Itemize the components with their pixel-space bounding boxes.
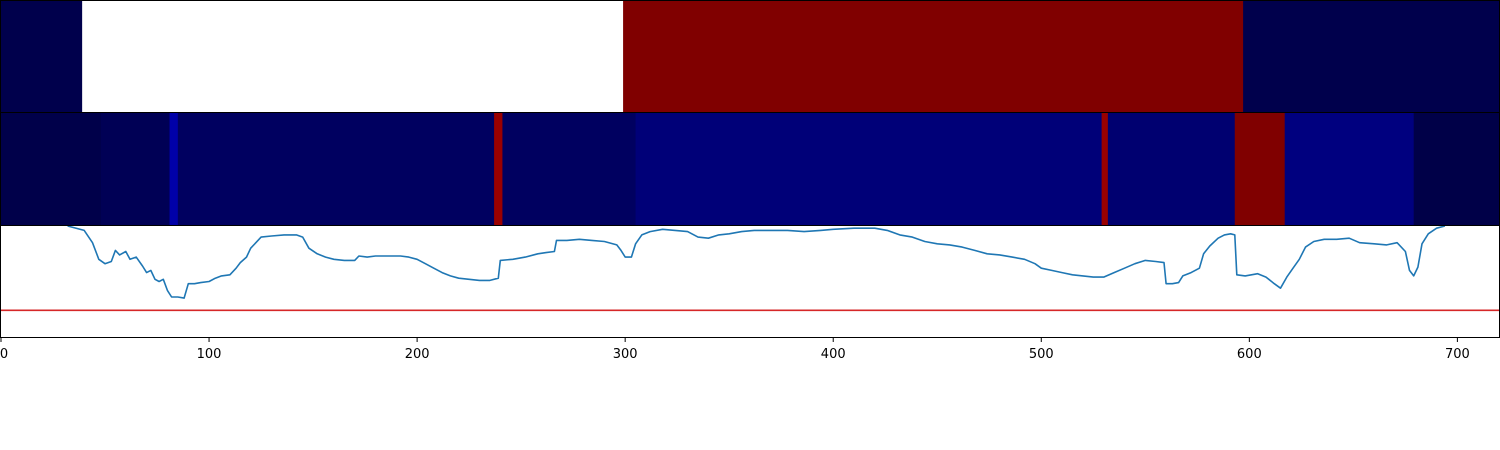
heatmap-cell-row1-3 [623, 1, 1244, 112]
line-plot-frame [0, 225, 1500, 338]
x-tick-label-600: 600 [1237, 347, 1262, 362]
x-axis: 0 100 200 300 400 500 600 700 [0, 338, 1470, 362]
heatmap-cell-row1-4 [1243, 1, 1500, 112]
heatmap-cell-row2-12 [1413, 113, 1500, 225]
heatmap-cell-row2-10 [1234, 113, 1286, 225]
heatmap-cell-row1-2 [82, 1, 624, 112]
x-tick-label-500: 500 [1029, 347, 1054, 362]
heatmap-cell-row2-2 [100, 113, 171, 225]
heatmap-row-top [1, 1, 1500, 112]
x-tick-label-0: 0 [0, 347, 8, 362]
x-tick-label-300: 300 [613, 347, 638, 362]
heatmap-cell-row2-11 [1284, 113, 1415, 225]
x-tick-label-400: 400 [821, 347, 846, 362]
x-tick-label-100: 100 [197, 347, 222, 362]
heatmap-cell-row2-6 [502, 113, 637, 225]
line-plot-panel [0, 225, 1500, 338]
heatmap-cell-row1-1 [1, 1, 83, 112]
x-tick-label-200: 200 [405, 347, 430, 362]
heatmap-row-middle [1, 113, 1500, 225]
heatmap-cell-row2-3 [169, 113, 179, 225]
line-series [67, 226, 1446, 299]
heatmap-cell-row2-1 [1, 113, 102, 225]
heatmap-cell-row2-4 [177, 113, 495, 225]
heatmap-cell-row2-9 [1107, 113, 1236, 225]
heatmap-cell-row2-8 [1101, 113, 1109, 225]
heatmap-cell-row2-5 [494, 113, 504, 225]
x-tick-label-700: 700 [1445, 347, 1470, 362]
heatmap-cell-row2-7 [635, 113, 1103, 225]
